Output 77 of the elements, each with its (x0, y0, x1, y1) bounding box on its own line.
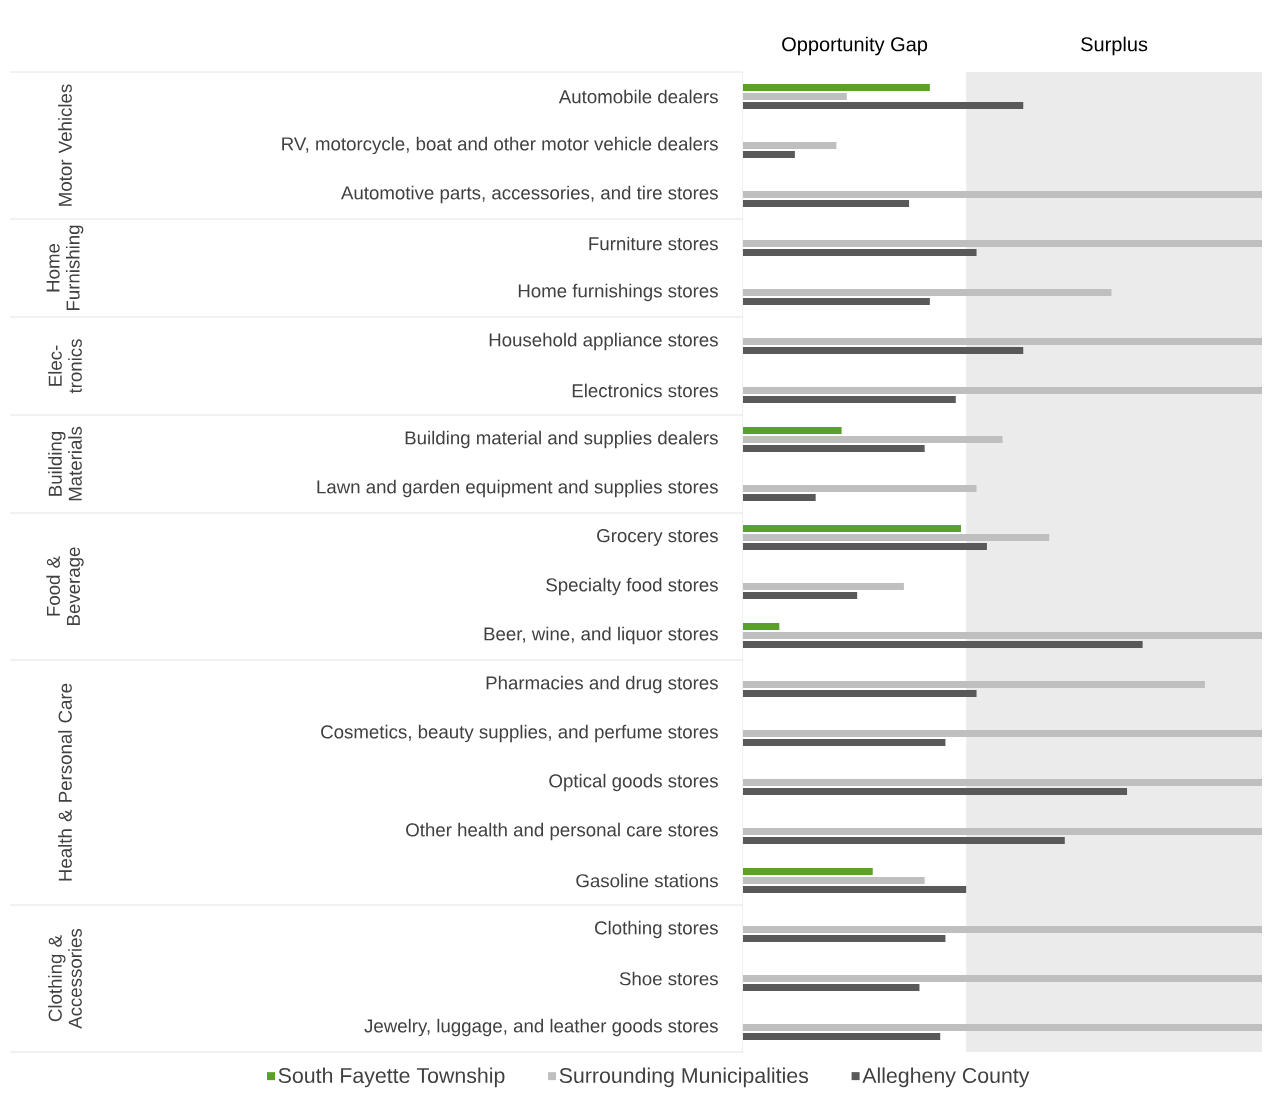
y-tick-label: Beer, wine, and liquor stores (484, 626, 718, 645)
bar (743, 868, 873, 876)
bar (743, 534, 1050, 542)
bar (743, 240, 1263, 248)
bar (743, 338, 1263, 346)
bar (743, 877, 925, 885)
text: Clothing & Accessories (48, 928, 82, 1029)
bar (743, 583, 904, 591)
bar (743, 984, 920, 992)
bar (743, 730, 1263, 738)
bar (743, 485, 977, 493)
bar (743, 1033, 941, 1041)
bar (743, 289, 1112, 297)
bar (743, 828, 1263, 836)
text: Motor Vehicles (58, 84, 72, 206)
bar (743, 788, 1128, 796)
bar (743, 387, 1263, 395)
bar (743, 690, 977, 698)
text: Food & Beverage (46, 547, 84, 625)
bar (743, 200, 910, 208)
y-tick-label: Building material and supplies dealers (405, 430, 718, 449)
bar (743, 926, 1263, 934)
bar (743, 347, 1024, 355)
y-tick-label: Jewelry, luggage, and leather goods stores (364, 1018, 718, 1037)
y-tick-label: Other health and personal care stores (406, 822, 718, 841)
bar (743, 93, 847, 101)
y-tick-label: RV, motorcycle, boat and other motor vehicle dealers (282, 136, 718, 155)
bar (743, 396, 956, 404)
text: Building Materials (48, 426, 82, 501)
y-tick-label: Gasoline stations (576, 873, 718, 888)
bar (743, 592, 858, 600)
y-tick-label: Electronics stores (572, 383, 718, 398)
bar (743, 641, 1143, 649)
bar (743, 975, 1263, 983)
bar (743, 543, 987, 551)
y-tick-label: Grocery stores (597, 529, 718, 546)
bar (743, 249, 977, 257)
bar (743, 632, 1263, 640)
bar (743, 623, 780, 631)
text: Home Furnishing (46, 225, 84, 311)
y-tick-label: Clothing stores (595, 920, 718, 939)
bar (743, 102, 1024, 110)
text: Elec-tronics (48, 339, 82, 394)
text: Health & Personal Care (58, 683, 72, 881)
y-tick-label: Furniture stores (589, 236, 718, 251)
bar (743, 142, 837, 149)
y-tick-label: Automobile dealers (558, 89, 718, 104)
y-tick-label: Specialty food stores (546, 577, 718, 596)
bar (743, 427, 842, 435)
y-tick-label: Shoe stores (619, 971, 718, 986)
band-label: Surplus (1081, 36, 1148, 56)
y-tick-label: Cosmetics, beauty supplies, and perfume stores (321, 724, 718, 743)
y-tick-label: Pharmacies and drug stores (486, 675, 718, 694)
legend-label: Surrounding Municipalities (559, 1067, 809, 1088)
bar (743, 525, 961, 533)
bar (743, 935, 946, 943)
legend-label: Allegheny County (862, 1067, 1030, 1088)
bar (743, 1024, 1263, 1032)
bar (743, 779, 1263, 787)
bar (743, 739, 946, 747)
y-tick-label: Optical goods stores (549, 773, 718, 792)
legend-label: South Fayette Township (278, 1067, 505, 1088)
bar (743, 681, 1205, 689)
y-tick-label: Household appliance stores (489, 332, 718, 351)
bar (743, 494, 816, 502)
y-tick-label: Lawn and garden equipment and supplies stores (317, 479, 718, 498)
bar (743, 436, 1003, 444)
bar (743, 151, 795, 159)
bar (743, 886, 967, 894)
bar (743, 298, 930, 306)
y-tick-label: Home furnishings stores (518, 283, 718, 302)
bar (743, 837, 1065, 845)
bar (743, 191, 1263, 198)
bar (743, 445, 925, 453)
bar (743, 84, 930, 92)
y-tick-label: Automotive parts, accessories, and tire stores (340, 185, 718, 204)
band-label: Opportunity Gap (782, 36, 928, 56)
